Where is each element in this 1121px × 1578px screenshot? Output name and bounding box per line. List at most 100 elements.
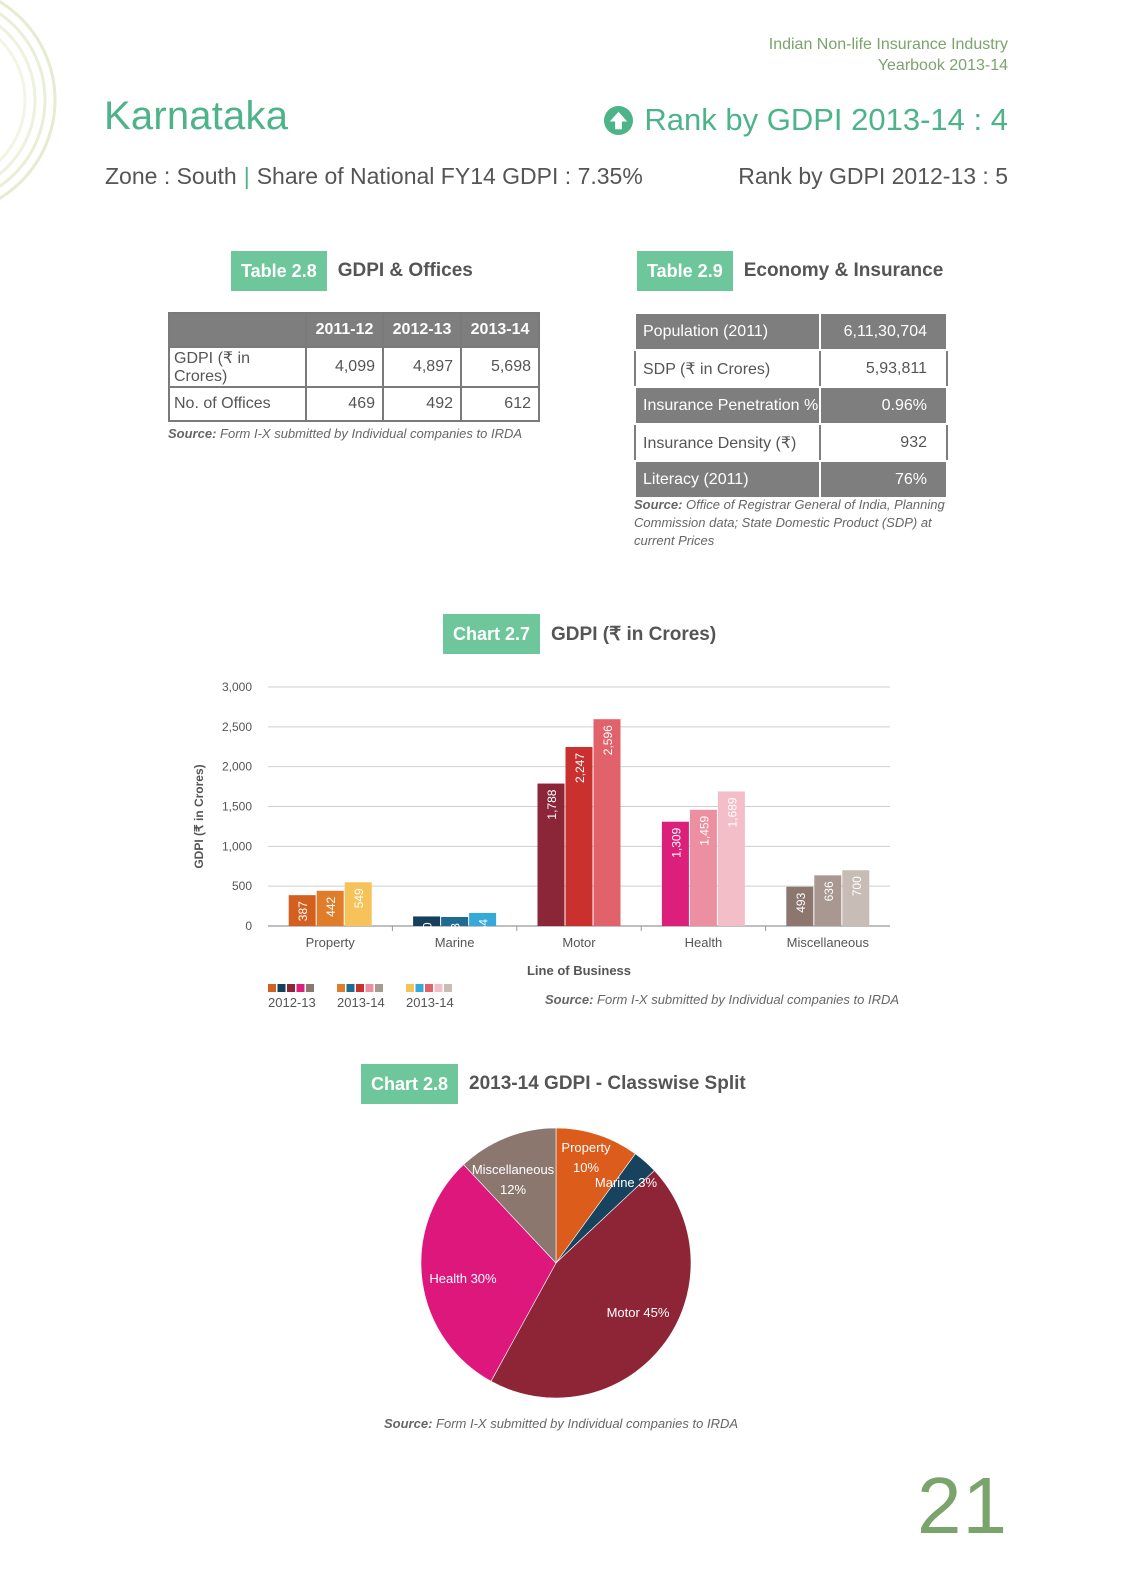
chart-2-8-heading: Chart 2.8 2013-14 GDPI - Classwise Split — [361, 1064, 746, 1104]
slice-percent: 12% — [500, 1182, 526, 1197]
data-label: 442 — [324, 896, 338, 916]
y-tick-label: 500 — [232, 879, 252, 893]
legend-swatch — [287, 984, 295, 992]
table-cell: 4,099 — [305, 346, 384, 388]
bar — [689, 809, 717, 926]
data-label: 700 — [850, 876, 864, 896]
table-2-9-tag: Table 2.9 — [637, 251, 733, 291]
chart-2-8-source: Source: Form I-X submitted by Individual… — [384, 1415, 738, 1433]
data-label: 1,309 — [669, 827, 683, 857]
bar — [288, 895, 316, 926]
slice-label: Motor 45% — [607, 1305, 670, 1320]
table-2-9-heading: Table 2.9 Economy & Insurance — [637, 251, 943, 291]
chart-2-7-title: GDPI (₹ in Crores) — [551, 623, 717, 645]
bar — [537, 783, 565, 926]
table-cell: 0.96% — [819, 386, 948, 425]
legend-swatch — [277, 984, 286, 992]
source-text: Office of Registrar General of India, Pl… — [634, 497, 945, 548]
bar — [717, 791, 745, 926]
table-row: Literacy (2011) 76% — [634, 460, 948, 499]
x-tick-label: Marine — [435, 935, 475, 950]
legend-swatch — [425, 984, 433, 992]
bar — [316, 890, 344, 926]
x-axis-title: Line of Business — [527, 963, 631, 978]
rank-current-label: Rank by GDPI 2013-14 : 4 — [644, 102, 1008, 137]
pie-slice — [490, 1170, 692, 1399]
legend-swatch — [306, 984, 314, 992]
legend-swatch — [268, 984, 276, 992]
y-tick-label: 0 — [245, 919, 252, 933]
source-label: Source: — [168, 426, 217, 441]
bar — [565, 746, 593, 926]
bar — [441, 916, 469, 926]
row-label: No. of Offices — [168, 386, 307, 422]
source-text: Form I-X submitted by Individual compani… — [220, 426, 523, 441]
decorative-rings — [0, 0, 57, 200]
chart-2-7-source: Source: Form I-X submitted by Individual… — [545, 991, 899, 1009]
data-label: 2,247 — [573, 753, 587, 783]
source-label: Source: — [384, 1416, 433, 1431]
data-label: 387 — [296, 901, 310, 921]
legend-label: 2013-14 — [337, 995, 385, 1010]
table-2-8-title: GDPI & Offices — [337, 260, 473, 281]
bar — [469, 912, 497, 926]
legend-swatch — [356, 984, 364, 992]
table-2-9-title: Economy & Insurance — [743, 260, 944, 281]
legend-swatch — [337, 984, 345, 992]
data-label: 2,596 — [601, 725, 615, 755]
source-label: Source: — [545, 992, 594, 1007]
zone-separator: | — [243, 163, 250, 189]
yearbook-line-1: Indian Non-life Insurance Industry — [768, 36, 1008, 53]
row-label: Insurance Density (₹) — [634, 423, 821, 462]
y-tick-label: 2,000 — [222, 760, 252, 774]
row-label: Population (2011) — [634, 312, 821, 351]
zone-line: Zone : South | Share of National FY14 GDPI… — [105, 163, 643, 190]
x-tick-label: Motor — [562, 935, 596, 950]
data-label: 1,459 — [697, 815, 711, 845]
table-cell: 612 — [460, 386, 540, 422]
table-cell: 76% — [819, 460, 948, 499]
data-label: 493 — [794, 892, 808, 912]
chart-2-7-heading: Chart 2.7 GDPI (₹ in Crores) — [443, 614, 716, 654]
legend-swatch — [375, 984, 383, 992]
page-number: 21 — [917, 1461, 1008, 1550]
legend-swatch — [415, 984, 424, 992]
y-tick-label: 2,500 — [222, 720, 252, 734]
bar — [842, 870, 870, 926]
classwise-pie-chart: Property 10%Marine 3% Motor 45% Health 30% M… — [420, 1127, 692, 1399]
table-cell: 5,93,811 — [819, 349, 948, 388]
table-2-8-source: Source: Form I-X submitted by Individual… — [168, 425, 522, 443]
rank-current: Rank by GDPI 2013-14 : 4 — [603, 102, 1008, 138]
row-label: SDP (₹ in Crores) — [634, 349, 821, 388]
bar — [413, 916, 441, 926]
pie-slice — [420, 1164, 557, 1382]
chart-2-8-title: 2013-14 GDPI - Classwise Split — [469, 1073, 746, 1094]
x-tick-label: Health — [685, 935, 723, 950]
column-header: 2013-14 — [460, 312, 540, 348]
y-tick-label: 1,000 — [222, 839, 252, 853]
zone-label: Zone : South — [105, 163, 237, 189]
legend-swatch — [346, 984, 355, 992]
table-2-8-heading: Table 2.8 GDPI & Offices — [231, 251, 473, 291]
row-label: Literacy (2011) — [634, 460, 821, 499]
table-cell: 469 — [305, 386, 384, 422]
data-label: 113 — [449, 923, 463, 942]
column-header: 2011-12 — [305, 312, 384, 348]
legend-swatch — [444, 984, 452, 992]
yearbook-line-2: Yearbook 2013-14 — [877, 57, 1008, 74]
arrow-up-circle-icon — [604, 105, 634, 135]
data-label: 1,788 — [545, 789, 559, 819]
table-row: GDPI (₹ in Crores) 4,099 4,897 5,698 — [168, 346, 540, 388]
pie-slice — [555, 1127, 636, 1264]
gdpi-bar-chart: 0 500 1,000 1,500 2,000 2,500 3,000 387 442 549 Pr… — [192, 680, 890, 1010]
pie-slice — [463, 1127, 557, 1264]
source-text: Form I-X submitted by Individual compani… — [597, 992, 900, 1007]
legend-swatch — [434, 984, 443, 992]
table-row: Population (2011) 6,11,30,704 — [634, 312, 948, 351]
chart-2-7-tag: Chart 2.7 — [443, 614, 541, 654]
y-tick-label: 1,500 — [222, 800, 252, 814]
legend-swatch — [296, 984, 305, 992]
table-cell: 6,11,30,704 — [819, 312, 948, 351]
table-row: Insurance Density (₹) 932 — [634, 423, 948, 462]
data-label: 1,689 — [725, 797, 739, 827]
